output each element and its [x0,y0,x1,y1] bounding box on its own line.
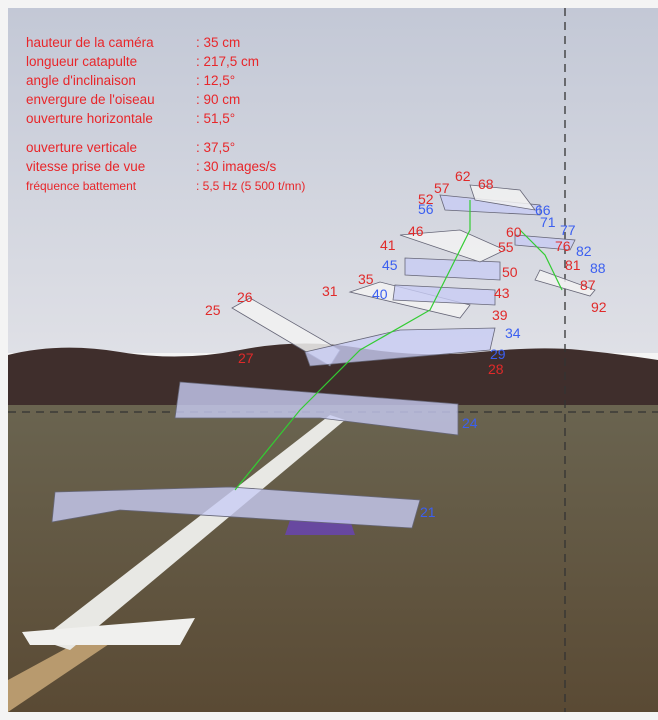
param-value: : 12,5° [196,73,235,88]
frame-label: 24 [462,415,478,431]
frame-label: 45 [382,257,398,273]
param-label: ouverture horizontale [26,111,153,126]
frame-label: 50 [502,264,518,280]
param-label: envergure de l'oiseau [26,92,155,107]
frame-label: 52 [418,191,434,207]
param-value: : 5,5 Hz (5 500 t/mn) [196,179,305,193]
param-value: : 30 images/s [196,159,277,174]
frame-label: 26 [237,289,253,305]
frame-label: 40 [372,286,388,302]
frame-labels: 62 68 57 52 60 46 55 76 41 81 50 35 87 3… [205,168,607,520]
param-label: angle d'inclinaison [26,73,136,88]
frame-label: 77 [560,222,576,238]
param-label: vitesse prise de vue [26,159,145,174]
param-label: fréquence battement [26,179,137,193]
frame-label: 92 [591,299,607,315]
wing-outlines [51,184,596,529]
photo-background [8,8,658,712]
frame-label: 56 [418,201,434,217]
frame-label: 71 [540,214,556,230]
trajectory [234,200,563,491]
frame-label: 57 [434,180,450,196]
frame-label: 82 [576,243,592,259]
param-value: : 217,5 cm [196,54,259,69]
frame-label: 66 [535,202,551,218]
frame-label: 31 [322,283,338,299]
param-value: : 35 cm [196,35,240,50]
param-value: : 37,5° [196,140,235,155]
frame-label: 62 [455,168,471,184]
frame-label: 27 [238,350,254,366]
frame-label: 25 [205,302,221,318]
frame-label: 46 [408,223,424,239]
frame-label: 34 [505,325,521,341]
frame-label: 88 [590,260,606,276]
param-value: : 90 cm [196,92,240,107]
frame-label: 39 [492,307,508,323]
frame-label: 55 [498,239,514,255]
frame-label: 35 [358,271,374,287]
frame-label: 43 [494,285,510,301]
frame-label: 41 [380,237,396,253]
param-value: : 51,5° [196,111,235,126]
param-label: ouverture verticale [26,140,137,155]
frame-label: 60 [506,224,522,240]
frame-label: 87 [580,277,596,293]
frame-label: 29 [490,346,506,362]
parameters: hauteur de la caméra : 35 cm longueur cat… [26,35,305,193]
param-label: hauteur de la caméra [26,35,154,50]
frame-label: 21 [420,504,436,520]
frame-label: 68 [478,176,494,192]
frame-label: 28 [488,361,504,377]
frame-label: 76 [555,238,571,254]
frame-label: 81 [565,257,581,273]
param-label: longueur catapulte [26,54,137,69]
